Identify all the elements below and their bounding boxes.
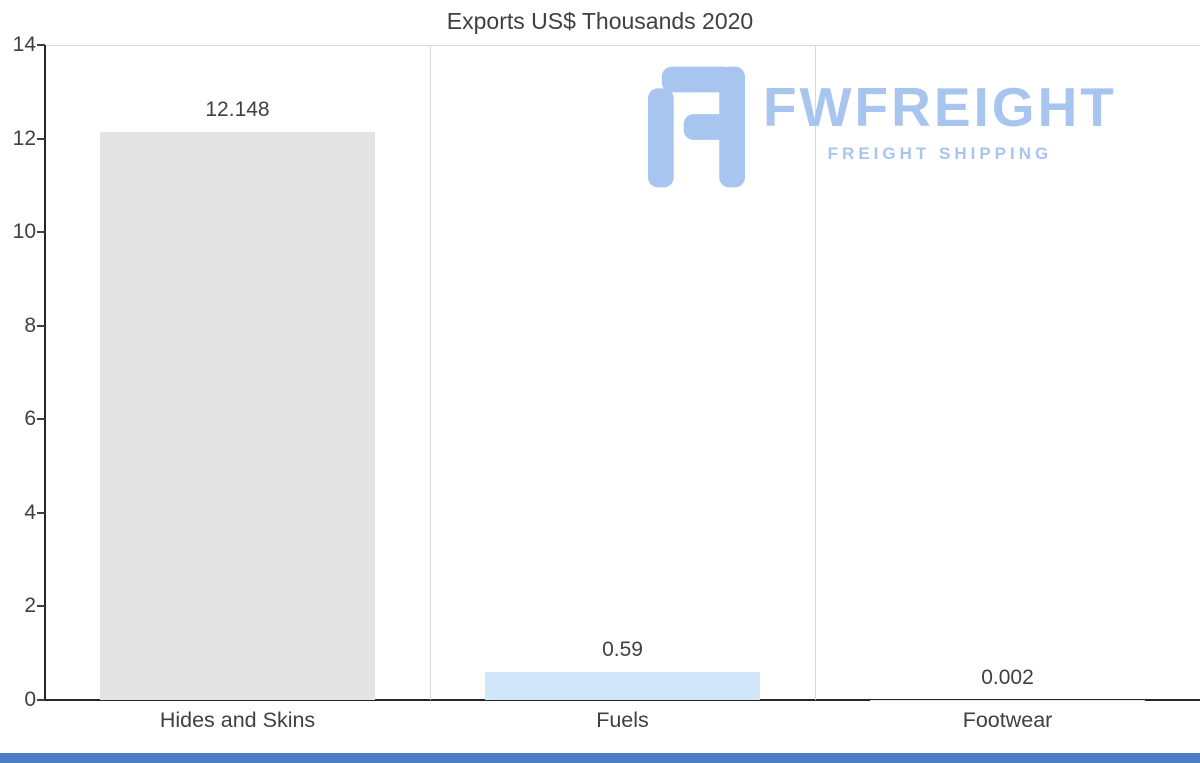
- y-axis-tick-mark: [37, 231, 45, 234]
- category-label-hides-and-skins: Hides and Skins: [159, 708, 316, 732]
- bar-value-label-fuels: 0.59: [602, 638, 643, 662]
- watermark-brand: FWFREIGHT: [763, 76, 1117, 138]
- y-axis-tick-label-0: 0: [24, 688, 36, 711]
- y-axis-tick-label-10: 10: [12, 220, 36, 244]
- y-axis-line: [44, 45, 46, 700]
- category-label-fuels: Fuels: [596, 708, 649, 732]
- watermark-logo: FWFREIGHT FREIGHT SHIPPING: [648, 66, 1117, 188]
- y-axis-tick-label-6: 6: [24, 407, 36, 431]
- bottom-accent-bar: [0, 753, 1200, 763]
- y-axis-tick-mark: [37, 699, 45, 701]
- y-axis-tick-label-14: 14: [12, 33, 36, 56]
- watermark-tagline: FREIGHT SHIPPING: [827, 144, 1053, 163]
- bar-value-label-footwear: 0.002: [981, 665, 1034, 689]
- y-axis-tick-label-12: 12: [12, 126, 36, 150]
- bar-hides-and-skins: [99, 131, 376, 700]
- category-gridline: [815, 45, 816, 700]
- plot-top-border: [45, 45, 1200, 46]
- watermark-text: FWFREIGHT FREIGHT SHIPPING: [763, 66, 1117, 164]
- y-axis-tick-mark: [37, 324, 45, 327]
- y-axis-tick-mark: [37, 418, 45, 421]
- bar-fuels: [484, 672, 761, 700]
- y-axis-tick-label-4: 4: [24, 500, 36, 524]
- bar-value-label-hides-and-skins: 12.148: [205, 97, 270, 121]
- y-axis-tick-mark: [37, 511, 45, 514]
- y-axis-tick-label-2: 2: [24, 594, 36, 618]
- category-gridline: [430, 45, 431, 700]
- y-axis-tick-mark: [37, 137, 45, 140]
- category-label-footwear: Footwear: [962, 708, 1053, 732]
- y-axis-tick-label-8: 8: [24, 313, 36, 337]
- fwfreight-logo-icon: [648, 66, 745, 188]
- x-axis-line: [44, 699, 1200, 701]
- chart-title: Exports US$ Thousands 2020: [446, 8, 754, 34]
- y-axis-tick-mark: [37, 44, 45, 46]
- y-axis-tick-mark: [37, 605, 45, 608]
